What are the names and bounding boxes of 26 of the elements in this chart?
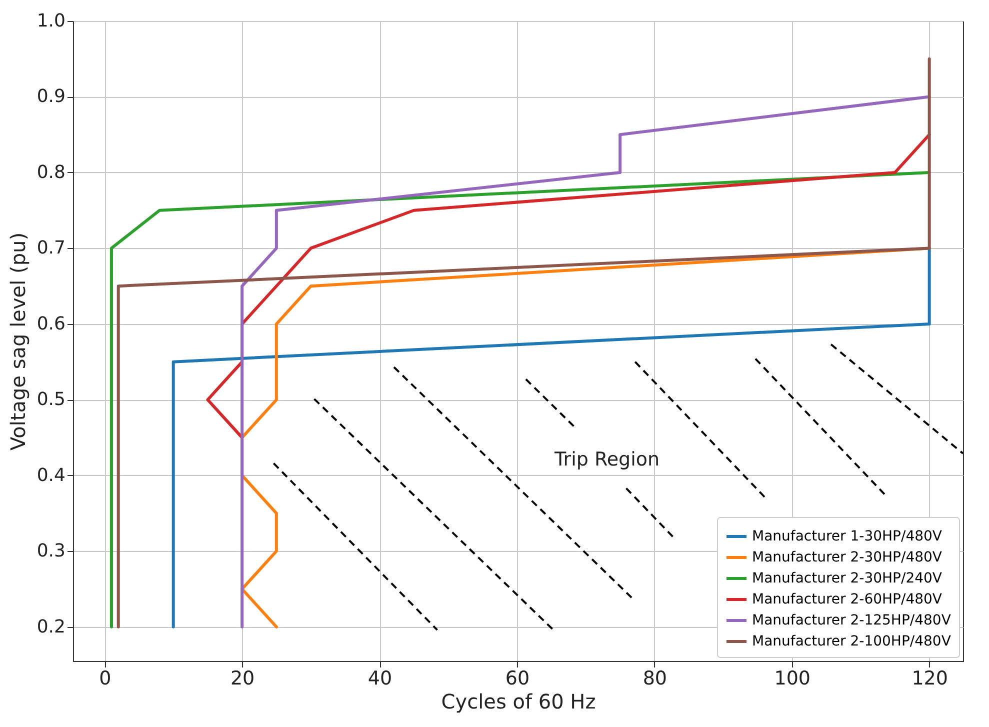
y-tick-label: 0.8 xyxy=(36,162,66,183)
y-tick-label: 0.3 xyxy=(36,540,66,562)
x-tick-label: 120 xyxy=(912,668,948,690)
legend-label: Manufacturer 2-30HP/480V xyxy=(752,550,942,566)
legend-label: Manufacturer 2-125HP/480V xyxy=(752,612,952,628)
y-tick-label: 0.2 xyxy=(36,616,66,638)
legend-label: Manufacturer 2-30HP/240V xyxy=(752,570,942,586)
y-tick-label: 1.0 xyxy=(36,10,66,32)
x-tick-label: 100 xyxy=(774,668,811,690)
legend-label: Manufacturer 2-60HP/480V xyxy=(752,592,942,608)
x-tick-label: 80 xyxy=(642,668,668,690)
y-tick-label: 0.5 xyxy=(36,389,66,410)
x-axis-title: Cycles of 60 Hz xyxy=(441,690,596,714)
x-tick-label: 60 xyxy=(505,668,530,690)
legend-label: Manufacturer 2-100HP/480V xyxy=(752,634,952,650)
y-tick-label: 0.6 xyxy=(36,313,66,334)
y-tick-label: 0.9 xyxy=(36,86,66,108)
line-series xyxy=(206,133,931,440)
y-tick-label: 0.4 xyxy=(36,464,66,486)
x-tick-label: 20 xyxy=(230,668,255,690)
x-tick-label: 40 xyxy=(368,668,392,690)
annotation: Trip Region xyxy=(553,448,660,470)
y-axis-title: Voltage sag level (pu) xyxy=(6,232,30,450)
legend-label: Manufacturer 1-30HP/480V xyxy=(752,528,942,544)
x-tick-label: 0 xyxy=(99,668,112,690)
y-tick-label: 0.7 xyxy=(36,238,66,259)
